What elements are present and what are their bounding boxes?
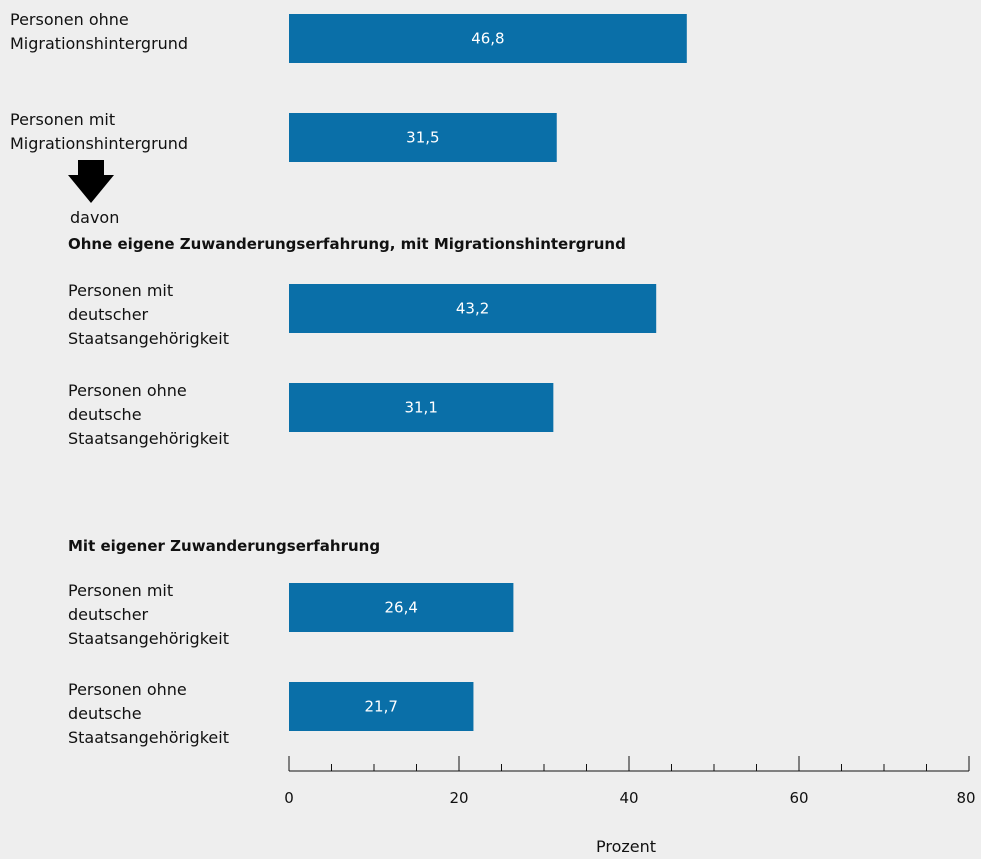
bar-value-label: 26,4 [384,599,417,617]
bar [289,14,687,63]
category-label: Personen ohne deutsche Staatsangehörigke… [68,381,229,448]
bar-value-label: 46,8 [471,30,504,48]
bar-value-label: 43,2 [456,300,489,318]
davon-annotation: davon [70,208,120,227]
bar [289,113,557,162]
group2-heading: Mit eigener Zuwanderungserfahrung [68,537,381,555]
bar-value-label: 21,7 [365,698,398,716]
category-label: Personen ohne Migrationshintergrund [10,10,189,53]
down-arrow-icon [68,160,114,203]
category-label: Personen mit deutscher Staatsangehörigke… [68,581,229,648]
bar [289,383,554,432]
x-axis-title: Prozent [595,837,657,856]
category-label: Personen ohne deutsche Staatsangehörigke… [68,680,229,747]
category-label: Personen mit deutscher Staatsangehörigke… [68,281,229,348]
x-tick-label: 60 [789,789,809,807]
x-tick-label: 0 [284,789,294,807]
category-label: Personen mit Migrationshintergrund [10,110,189,153]
x-tick-label: 20 [449,789,469,807]
x-tick-label: 40 [619,789,639,807]
bar-value-label: 31,1 [404,399,437,417]
group1-heading: Ohne eigene Zuwanderungserfahrung, mit M… [68,235,626,253]
x-tick-label: 80 [956,789,976,807]
bar-value-label: 31,5 [406,129,439,147]
bar [289,284,657,333]
bar [289,583,514,632]
bar [289,682,474,731]
